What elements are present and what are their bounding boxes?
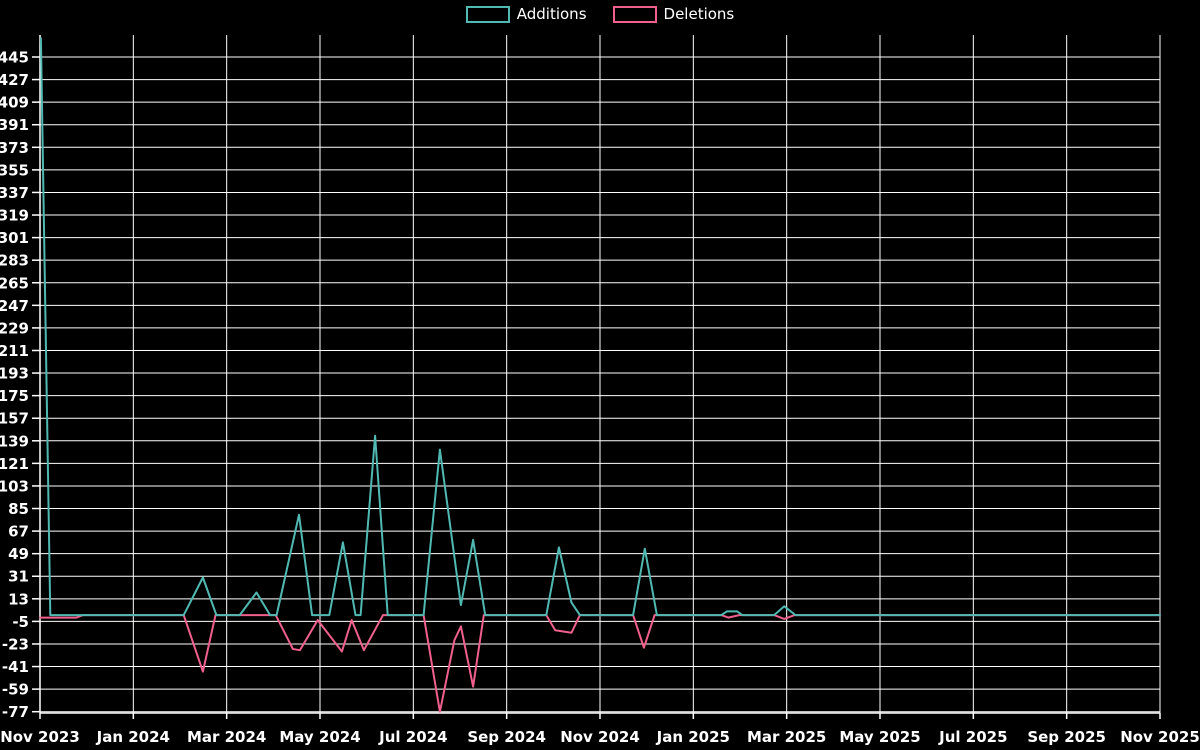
series-layer (39, 37, 1161, 713)
y-tick-label: 31 (8, 568, 29, 586)
deletions-line (39, 614, 1161, 713)
y-tick-label: 229 (0, 319, 29, 337)
y-tick-label: -77 (2, 703, 29, 721)
x-tick-label: Nov 2023 (0, 728, 80, 746)
y-tick-label: 247 (0, 297, 29, 315)
y-tick-label: 409 (0, 94, 29, 112)
y-tick-label: 427 (0, 71, 29, 89)
axis-label-layer: -77 -59 -41 -23 -5 13 31 49 67 85 103 121 139 157 175 1… (0, 49, 1200, 747)
y-tick-label: 13 (8, 590, 29, 608)
y-tick-label: 355 (0, 161, 29, 179)
y-tick-label: 121 (0, 455, 29, 473)
axis-layer (32, 35, 1161, 719)
y-tick-label: -5 (12, 613, 29, 631)
y-tick-label: 157 (0, 410, 29, 428)
x-tick-label: Sep 2025 (1027, 728, 1106, 746)
y-tick-label: 337 (0, 184, 29, 202)
x-tick-label: May 2025 (839, 728, 920, 746)
y-tick-label: 193 (0, 365, 29, 383)
y-tick-label: 445 (0, 49, 29, 67)
x-tick-label: Nov 2024 (560, 728, 640, 746)
x-tick-label: Jul 2024 (378, 728, 447, 746)
y-tick-label: 319 (0, 207, 29, 225)
y-tick-label: -23 (2, 635, 29, 653)
x-tick-label: May 2024 (279, 728, 360, 746)
y-tick-label: 85 (8, 500, 29, 518)
y-tick-label: 283 (0, 252, 29, 270)
y-tick-label: 391 (0, 116, 29, 134)
y-tick-label: 67 (8, 523, 29, 541)
y-tick-label: 211 (0, 342, 29, 360)
x-tick-label: Mar 2024 (187, 728, 266, 746)
x-tick-label: Mar 2025 (747, 728, 826, 746)
x-tick-label: Jul 2025 (938, 728, 1007, 746)
y-tick-label: 265 (0, 274, 29, 292)
y-tick-label: 175 (0, 387, 29, 405)
grid-layer (39, 35, 1161, 713)
additions-line (39, 37, 1161, 617)
y-tick-label: 301 (0, 229, 29, 247)
y-tick-label: 49 (8, 545, 29, 563)
x-tick-label: Nov 2025 (1120, 728, 1200, 746)
x-tick-label: Sep 2024 (467, 728, 546, 746)
y-tick-label: 103 (0, 477, 29, 495)
x-tick-label: Jan 2024 (96, 728, 170, 746)
y-tick-label: 139 (0, 432, 29, 450)
y-tick-label: -59 (2, 681, 29, 699)
x-tick-label: Jan 2025 (656, 728, 730, 746)
y-tick-label: -41 (2, 658, 29, 676)
y-tick-label: 373 (0, 139, 29, 157)
